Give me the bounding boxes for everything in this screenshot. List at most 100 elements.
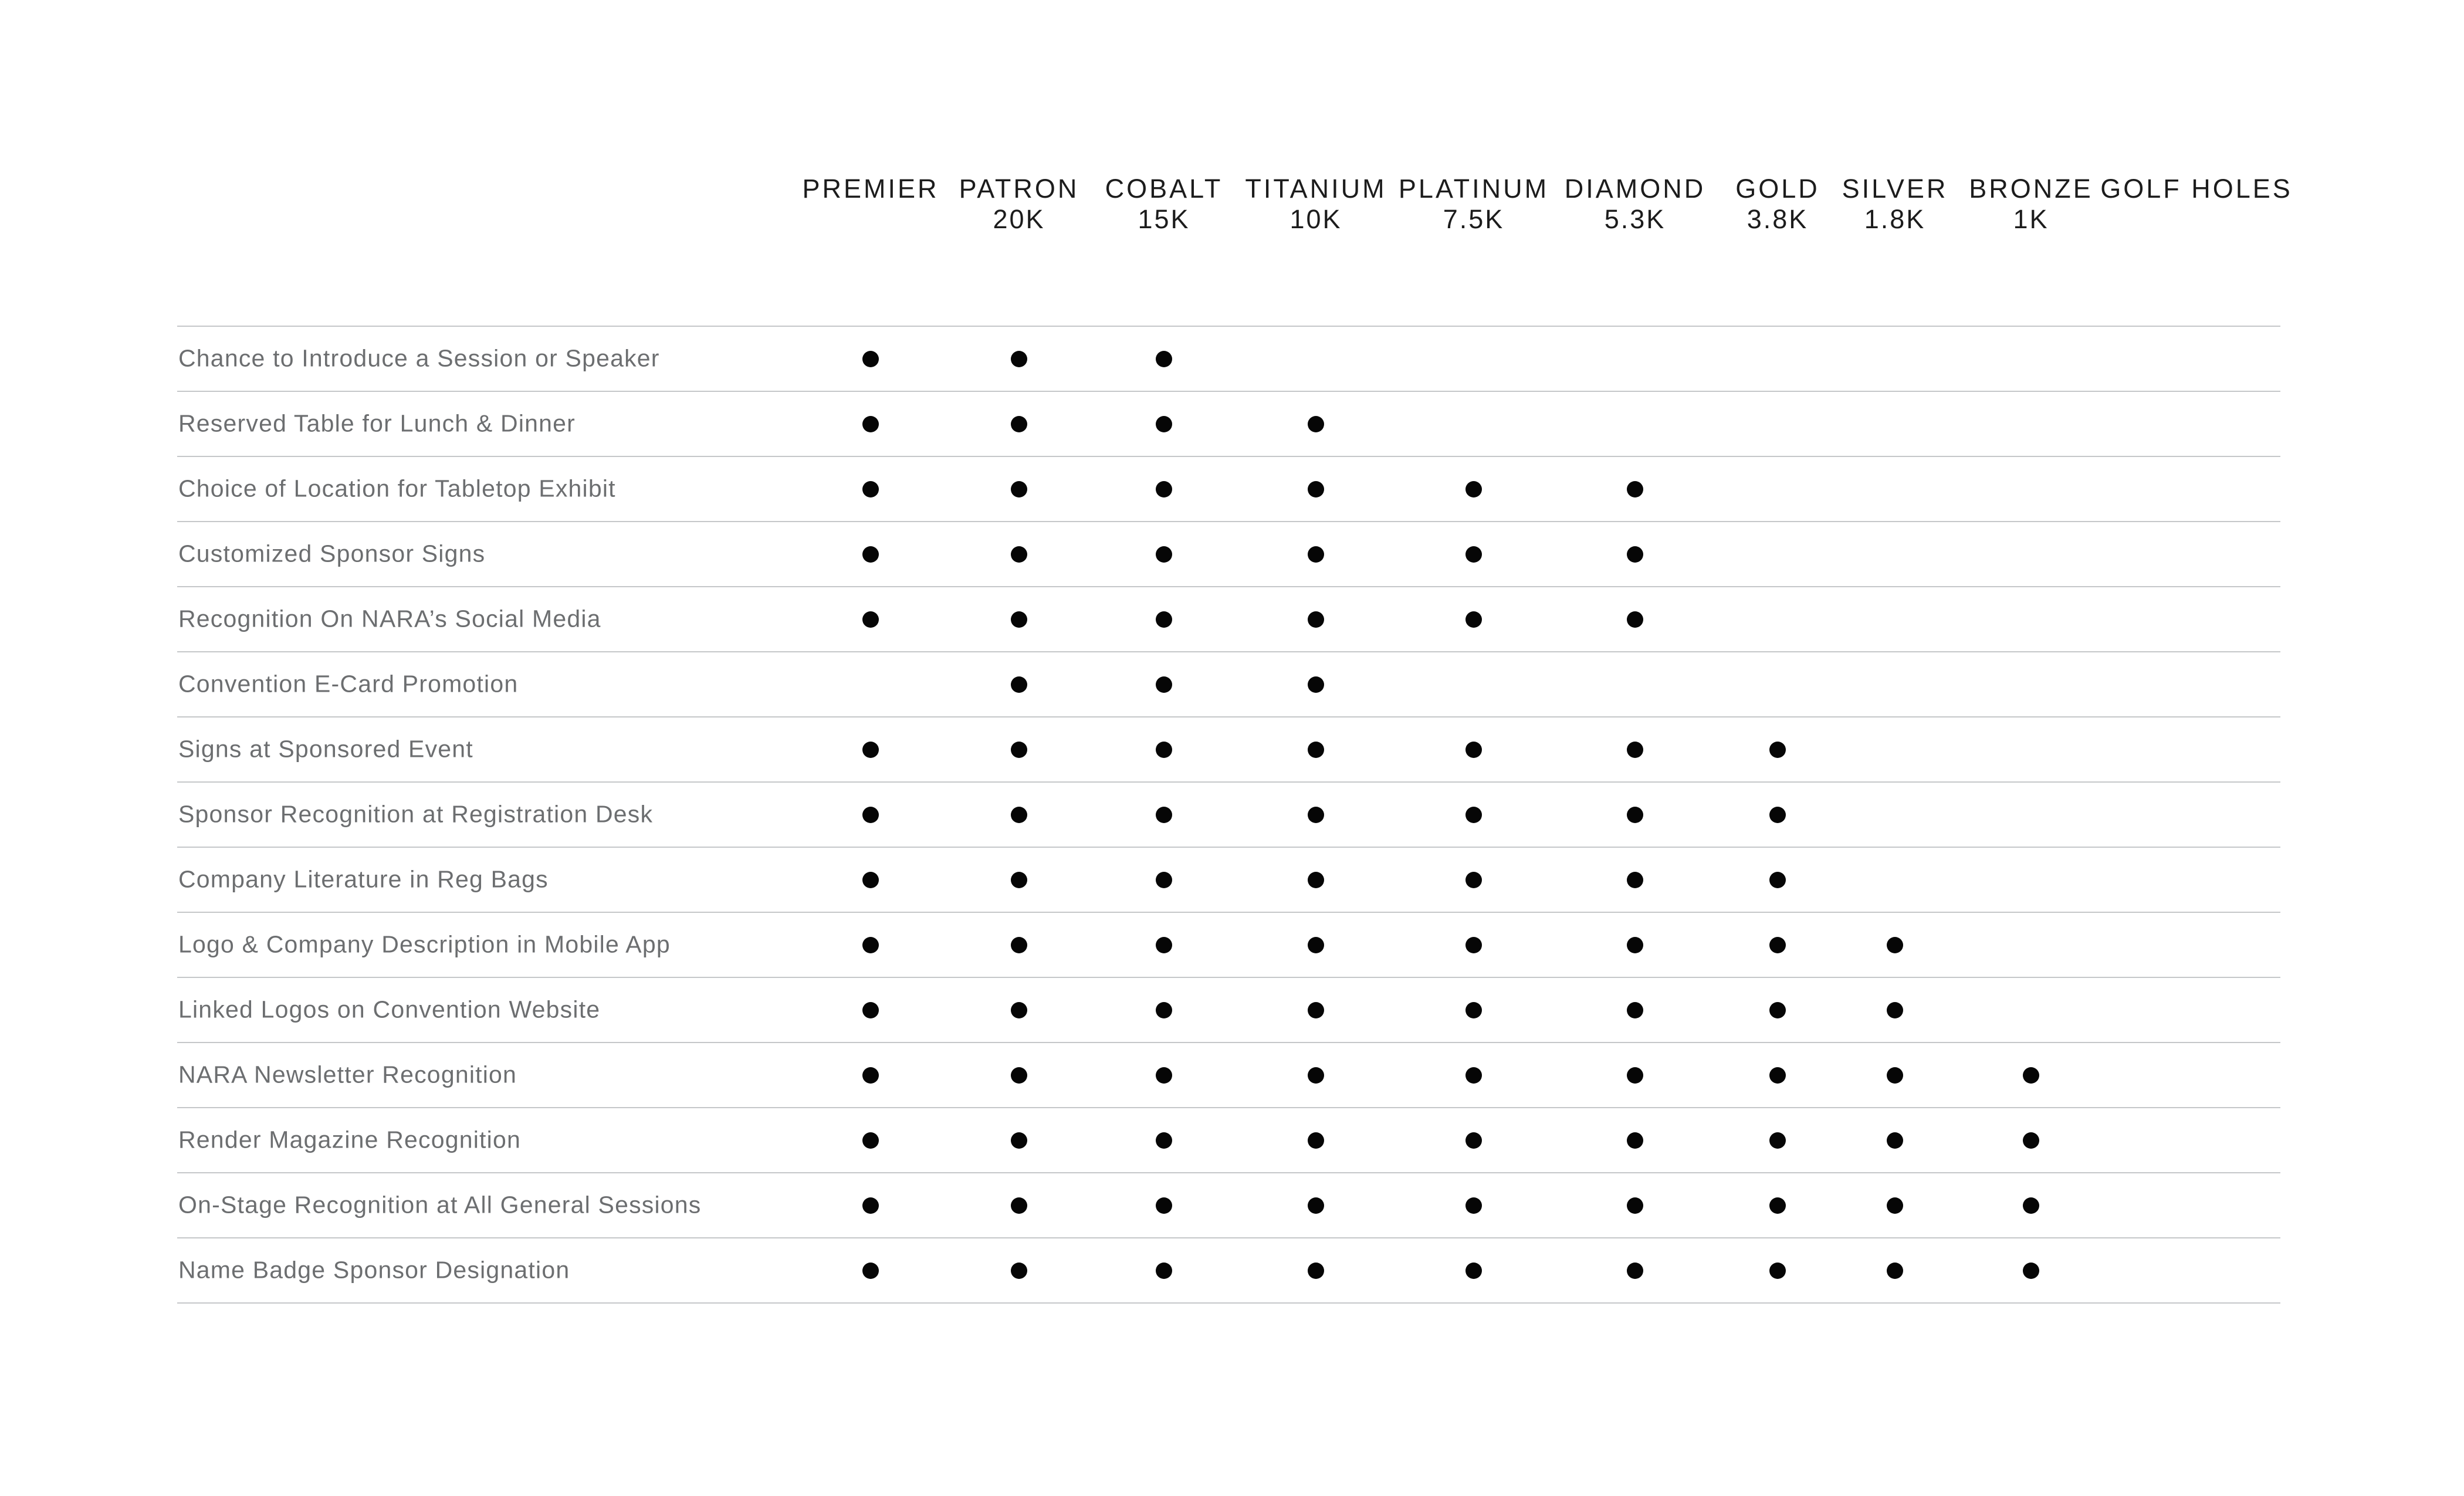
- benefit-label: Sponsor Recognition at Registration Desk: [178, 800, 654, 828]
- included-dot: [862, 416, 879, 432]
- included-dot: [1887, 937, 1903, 953]
- benefit-label: Linked Logos on Convention Website: [178, 996, 601, 1023]
- included-dot: [1156, 1132, 1172, 1149]
- column-header-diamond: DIAMOND 5.3K: [1565, 174, 1706, 235]
- benefit-row: Name Badge Sponsor Designation: [177, 1237, 2280, 1302]
- benefit-label: Reserved Table for Lunch & Dinner: [178, 409, 576, 437]
- benefit-label: Render Magazine Recognition: [178, 1126, 521, 1153]
- benefit-label: Recognition On NARA’s Social Media: [178, 605, 601, 632]
- included-dot: [1308, 807, 1324, 823]
- included-dot: [1156, 546, 1172, 563]
- included-dot: [1156, 742, 1172, 758]
- included-dot: [1011, 1263, 1027, 1279]
- tier-name: GOLD: [1735, 174, 1820, 204]
- included-dot: [1156, 481, 1172, 497]
- benefit-label: Chance to Introduce a Session or Speaker: [178, 344, 660, 372]
- included-dot: [1011, 611, 1027, 628]
- included-dot: [1156, 937, 1172, 953]
- included-dot: [1308, 1002, 1324, 1018]
- included-dot: [1465, 481, 1482, 497]
- included-dot: [1011, 937, 1027, 953]
- included-dot: [1308, 481, 1324, 497]
- column-header-titanium: TITANIUM 10K: [1245, 174, 1386, 235]
- included-dot: [1156, 611, 1172, 628]
- included-dot: [1465, 1002, 1482, 1018]
- benefit-label: Choice of Location for Tabletop Exhibit: [178, 475, 616, 502]
- tier-amount: 10K: [1289, 204, 1342, 234]
- tier-amount: 3.8K: [1747, 204, 1809, 234]
- included-dot: [1308, 611, 1324, 628]
- tier-amount: 5.3K: [1604, 204, 1666, 234]
- included-dot: [1465, 611, 1482, 628]
- included-dot: [862, 742, 879, 758]
- included-dot: [1465, 546, 1482, 563]
- tier-name: GOLF HOLES: [2100, 174, 2293, 204]
- included-dot: [1627, 1132, 1643, 1149]
- tier-amount: 15K: [1138, 204, 1190, 234]
- tier-name: PATRON: [959, 174, 1079, 204]
- included-dot: [1627, 481, 1643, 497]
- included-dot: [2023, 1263, 2039, 1279]
- included-dot: [862, 937, 879, 953]
- included-dot: [1887, 1263, 1903, 1279]
- benefit-label: NARA Newsletter Recognition: [178, 1061, 517, 1088]
- included-dot: [1308, 546, 1324, 563]
- column-header-patron: PATRON 20K: [959, 174, 1079, 235]
- included-dot: [862, 481, 879, 497]
- benefit-row: Signs at Sponsored Event: [177, 716, 2280, 781]
- included-dot: [862, 611, 879, 628]
- included-dot: [1465, 1197, 1482, 1214]
- included-dot: [862, 1132, 879, 1149]
- table-bottom-divider: [177, 1302, 2280, 1304]
- tier-name: DIAMOND: [1564, 174, 1706, 204]
- included-dot: [1156, 1263, 1172, 1279]
- included-dot: [1011, 416, 1027, 432]
- benefit-row: Render Magazine Recognition: [177, 1107, 2280, 1172]
- included-dot: [1465, 1132, 1482, 1149]
- included-dot: [1887, 1067, 1903, 1084]
- included-dot: [862, 872, 879, 888]
- column-header-premier: PREMIER: [802, 174, 939, 204]
- included-dot: [862, 1263, 879, 1279]
- included-dot: [1011, 481, 1027, 497]
- tier-name: SILVER: [1842, 174, 1948, 204]
- included-dot: [1011, 1132, 1027, 1149]
- included-dot: [862, 807, 879, 823]
- included-dot: [1627, 872, 1643, 888]
- benefit-row: Company Literature in Reg Bags: [177, 847, 2280, 912]
- included-dot: [1627, 1197, 1643, 1214]
- included-dot: [1156, 1067, 1172, 1084]
- included-dot: [1627, 1002, 1643, 1018]
- benefit-row: Chance to Introduce a Session or Speaker: [177, 326, 2280, 391]
- benefit-row: NARA Newsletter Recognition: [177, 1042, 2280, 1107]
- included-dot: [1769, 742, 1786, 758]
- sponsorship-benefits-table: PREMIER PATRON 20K COBALT 15K TITANIUM 10K PLAT…: [177, 0, 2290, 1496]
- tier-name: BRONZE: [1969, 174, 2093, 204]
- benefit-row: Linked Logos on Convention Website: [177, 977, 2280, 1042]
- column-header-silver: SILVER 1.8K: [1842, 174, 1948, 235]
- included-dot: [862, 1197, 879, 1214]
- included-dot: [2023, 1132, 2039, 1149]
- included-dot: [1156, 807, 1172, 823]
- column-header-bronze: BRONZE 1K: [1969, 174, 2093, 235]
- included-dot: [1011, 1197, 1027, 1214]
- included-dot: [1769, 1067, 1786, 1084]
- included-dot: [1769, 1002, 1786, 1018]
- included-dot: [1011, 1067, 1027, 1084]
- included-dot: [1627, 937, 1643, 953]
- included-dot: [1465, 742, 1482, 758]
- included-dot: [1156, 416, 1172, 432]
- column-header-cobalt: COBALT 15K: [1105, 174, 1223, 235]
- column-header-platinum: PLATINUM 7.5K: [1399, 174, 1549, 235]
- included-dot: [1627, 742, 1643, 758]
- included-dot: [1011, 872, 1027, 888]
- included-dot: [1308, 1197, 1324, 1214]
- included-dot: [1308, 1263, 1324, 1279]
- included-dot: [1887, 1002, 1903, 1018]
- benefit-label: On-Stage Recognition at All General Sess…: [178, 1191, 702, 1219]
- benefit-label: Logo & Company Description in Mobile App: [178, 930, 671, 958]
- included-dot: [1156, 1197, 1172, 1214]
- tier-amount: 7.5K: [1443, 204, 1505, 234]
- included-dot: [862, 351, 879, 367]
